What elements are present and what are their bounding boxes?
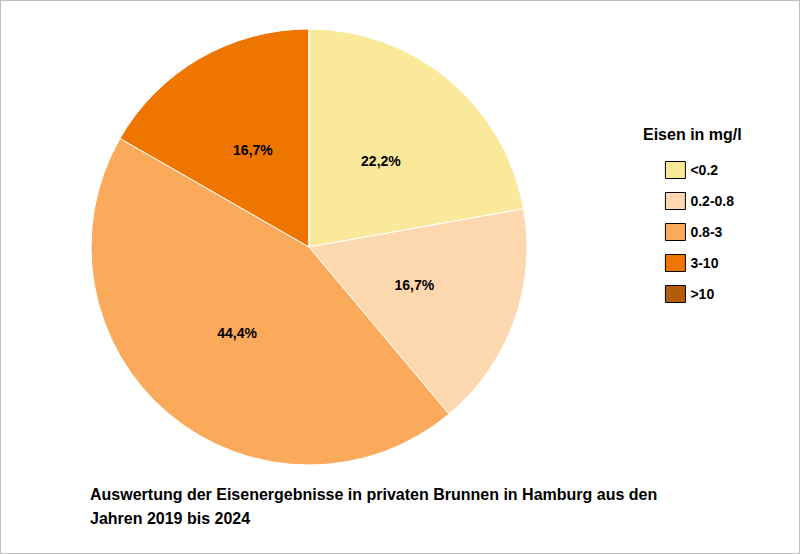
svg-text:16,7%: 16,7% — [233, 142, 273, 158]
svg-text:>10: >10 — [690, 286, 714, 302]
svg-text:Auswertung der Eisenergebnisse: Auswertung der Eisenergebnisse in privat… — [90, 486, 662, 503]
svg-text:22,2%: 22,2% — [361, 153, 401, 169]
svg-text:Eisen in mg/l: Eisen in mg/l — [643, 126, 742, 143]
svg-text:44,4%: 44,4% — [217, 325, 257, 341]
svg-text:16,7%: 16,7% — [394, 277, 434, 293]
svg-text:Jahren 2019 bis 2024: Jahren 2019 bis 2024 — [90, 510, 250, 527]
svg-text:0.8-3: 0.8-3 — [690, 224, 722, 240]
svg-text:<0.2: <0.2 — [690, 162, 718, 178]
svg-text:3-10: 3-10 — [690, 255, 718, 271]
svg-text:0.2-0.8: 0.2-0.8 — [690, 193, 734, 209]
